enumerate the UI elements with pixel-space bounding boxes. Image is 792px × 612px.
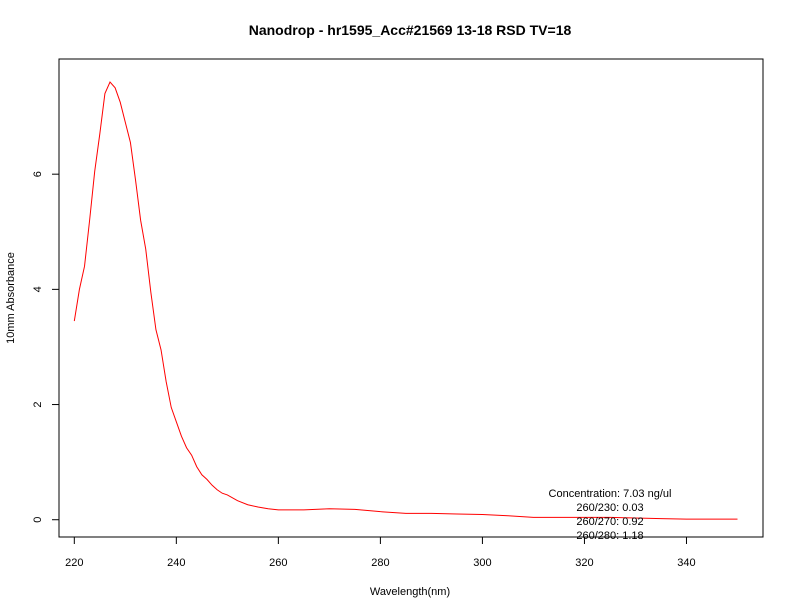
x-tick-label: 320 bbox=[575, 557, 593, 569]
x-tick-label: 280 bbox=[371, 557, 389, 569]
annotation-concentration: Concentration: 7.03 ng/ul bbox=[549, 488, 672, 500]
chart-title: Nanodrop - hr1595_Acc#21569 13-18 RSD TV… bbox=[249, 22, 572, 38]
annotation-ratio-260-280: 260/280: 1.18 bbox=[576, 530, 643, 542]
y-axis-label: 10mm Absorbance bbox=[5, 252, 17, 344]
x-tick-label: 340 bbox=[677, 557, 695, 569]
x-tick-label: 220 bbox=[65, 557, 83, 569]
annotation-ratio-260-270: 260/270: 0.92 bbox=[576, 516, 643, 528]
y-tick-label: 6 bbox=[32, 171, 44, 177]
y-tick-label: 4 bbox=[32, 286, 44, 292]
annotation-block: Concentration: 7.03 ng/ul 260/230: 0.03 … bbox=[549, 488, 672, 542]
y-tick-label: 0 bbox=[32, 517, 44, 523]
x-tick-label: 240 bbox=[167, 557, 185, 569]
plot-frame bbox=[58, 58, 764, 538]
y-axis: 0 2 4 6 bbox=[32, 171, 59, 523]
x-tick-label: 300 bbox=[473, 557, 491, 569]
x-axis-label: Wavelength(nm) bbox=[370, 586, 450, 598]
series-line bbox=[73, 81, 738, 520]
x-axis: 220 240 260 280 300 320 340 bbox=[65, 537, 696, 569]
x-tick-label: 260 bbox=[269, 557, 287, 569]
y-tick-label: 2 bbox=[32, 401, 44, 407]
annotation-ratio-260-230: 260/230: 0.03 bbox=[576, 502, 643, 514]
